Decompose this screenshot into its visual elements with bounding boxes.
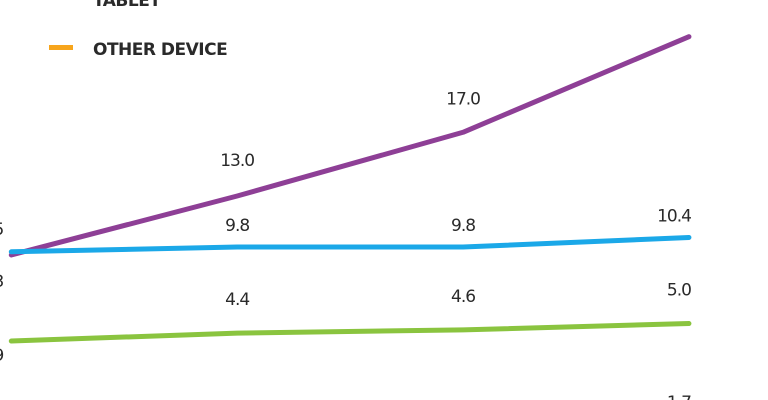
- plot-area: 3.9 4.4 4.6 5.0 9.3 13.0 17.0 9.5 9.8 9.8 10.4 1.7: [0, 34, 692, 400]
- legend-label-other-device: OTHER DEVICE: [93, 40, 227, 60]
- legend: TABLET OTHER DEVICE: [49, 0, 228, 60]
- data-label-series-3-1: 9.5: [0, 220, 4, 240]
- legend-item-other-device: OTHER DEVICE: [49, 40, 228, 60]
- data-label-series-3-4: 10.4: [657, 206, 691, 226]
- data-label-tablet-1: 3.9: [0, 346, 4, 366]
- legend-item-tablet: TABLET: [93, 0, 162, 11]
- data-label-series-2-2: 13.0: [220, 151, 254, 171]
- data-label-other-device-4: 1.7: [667, 393, 691, 400]
- data-label-tablet-2: 4.4: [225, 290, 249, 310]
- legend-label-tablet: TABLET: [93, 0, 161, 11]
- data-label-series-3-2: 9.8: [225, 216, 249, 236]
- data-label-tablet-4: 5.0: [667, 281, 691, 301]
- data-label-series-2-3: 17.0: [446, 89, 480, 109]
- series-line-series-2: [8, 34, 692, 258]
- series-line-series-3: [8, 234, 692, 255]
- data-label-series-3-3: 9.8: [451, 216, 475, 236]
- legend-swatch-other-device: [49, 45, 73, 50]
- series-line-tablet: [8, 321, 692, 344]
- data-label-tablet-3: 4.6: [451, 287, 475, 307]
- data-label-series-2-1: 9.3: [0, 272, 4, 292]
